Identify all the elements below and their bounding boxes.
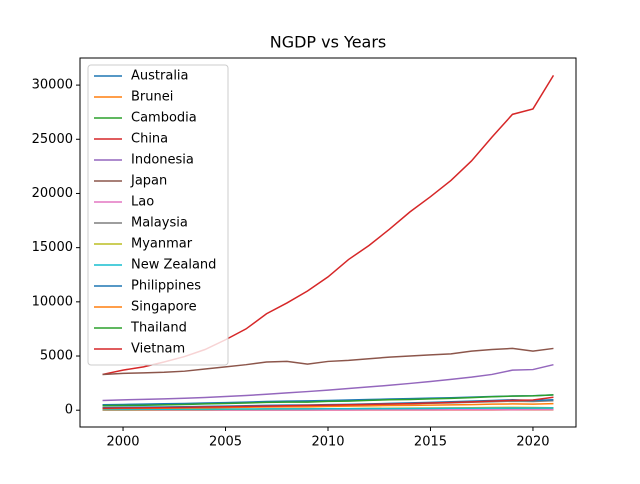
legend-label: Vietnam	[131, 342, 185, 357]
y-tick-label: 10000	[32, 294, 73, 309]
legend-label: Indonesia	[131, 153, 194, 168]
legend-label: Cambodia	[131, 111, 197, 126]
y-tick-label: 25000	[32, 132, 73, 147]
y-tick-label: 15000	[32, 240, 73, 255]
legend-label: Malaysia	[131, 216, 188, 231]
x-tick-label: 2005	[209, 435, 242, 450]
chart-title: NGDP vs Years	[270, 33, 387, 52]
legend-label: Myanmar	[131, 237, 193, 252]
legend-label: Singapore	[131, 300, 197, 315]
x-tick-label: 2015	[414, 435, 447, 450]
x-tick-label: 2000	[106, 435, 139, 450]
legend-label: China	[131, 132, 168, 147]
legend-label: Japan	[130, 174, 167, 189]
y-tick-label: 20000	[32, 186, 73, 201]
y-tick-label: 30000	[32, 78, 73, 93]
y-tick-label: 5000	[40, 349, 73, 364]
x-tick-label: 2020	[516, 435, 549, 450]
legend-label: Philippines	[131, 279, 201, 294]
legend-label: Thailand	[130, 321, 187, 336]
legend-label: Lao	[131, 195, 154, 210]
legend-label: Australia	[131, 69, 189, 84]
y-tick-label: 0	[65, 403, 73, 418]
legend-label: Brunei	[131, 90, 173, 105]
legend-label: New Zealand	[131, 258, 216, 273]
x-tick-label: 2010	[311, 435, 344, 450]
